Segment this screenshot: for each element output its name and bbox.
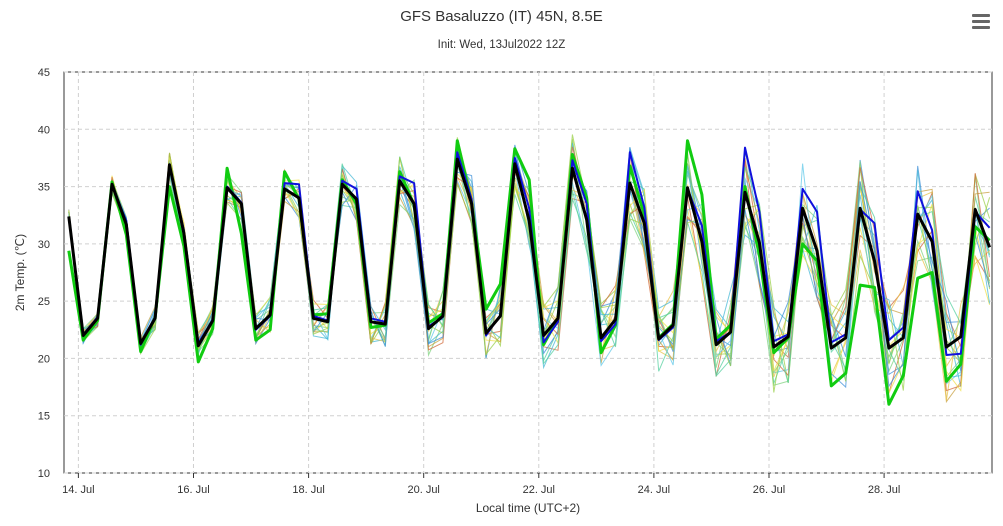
y-tick-label: 25 — [38, 296, 50, 308]
x-tick-label: 28. Jul — [868, 484, 900, 496]
chart-title: GFS Basaluzzo (IT) 45N, 8.5E — [400, 8, 603, 25]
x-tick-label: 24. Jul — [638, 484, 670, 496]
series-line-mean — [67, 157, 992, 350]
x-tick-label: 16. Jul — [177, 484, 209, 496]
hamburger-menu-icon[interactable] — [972, 14, 990, 30]
y-tick-label: 20 — [38, 353, 50, 365]
y-tick-label: 40 — [38, 124, 50, 136]
y-axis-title: 2m Temp. (℃) — [13, 234, 27, 311]
y-tick-label: 10 — [38, 468, 50, 480]
chart-subtitle: Init: Wed, 13Jul2022 12Z — [437, 39, 566, 51]
x-tick-label: 22. Jul — [523, 484, 555, 496]
x-tick-label: 26. Jul — [753, 484, 785, 496]
plot-area — [67, 134, 992, 406]
x-tick-label: 18. Jul — [292, 484, 324, 496]
y-tick-label: 45 — [38, 67, 50, 79]
x-tick-label: 14. Jul — [62, 484, 94, 496]
x-axis-title: Local time (UTC+2) — [476, 501, 580, 515]
y-tick-label: 35 — [38, 182, 50, 194]
y-tick-label: 15 — [38, 411, 50, 423]
y-tick-label: 30 — [38, 239, 50, 251]
x-tick-label: 20. Jul — [407, 484, 439, 496]
